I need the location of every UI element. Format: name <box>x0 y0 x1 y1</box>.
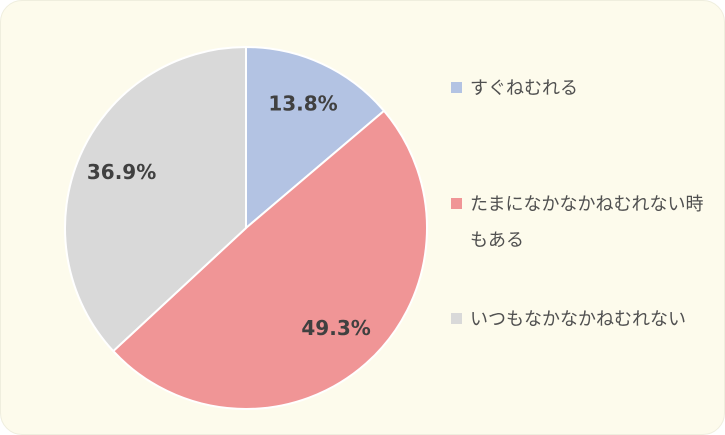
legend-item: すぐねむれる <box>451 71 711 107</box>
legend-swatch <box>451 82 462 93</box>
data-label: 49.3% <box>301 316 370 340</box>
data-label: 13.8% <box>268 91 337 115</box>
legend-swatch <box>451 313 462 324</box>
legend-swatch <box>451 198 462 209</box>
pie-slice <box>245 45 386 231</box>
pie-slice <box>111 109 428 410</box>
legend-item: いつもなかなかねむれない <box>451 302 711 338</box>
legend-label: たまになかなかねむれない時もある <box>470 194 704 251</box>
legend-label: いつもなかなかねむれない <box>470 309 686 330</box>
pie-slice <box>64 45 247 353</box>
legend-label: すぐねむれる <box>470 78 578 99</box>
legend-item: たまになかなかねむれない時もある <box>451 187 711 259</box>
data-label: 36.9% <box>87 160 156 184</box>
